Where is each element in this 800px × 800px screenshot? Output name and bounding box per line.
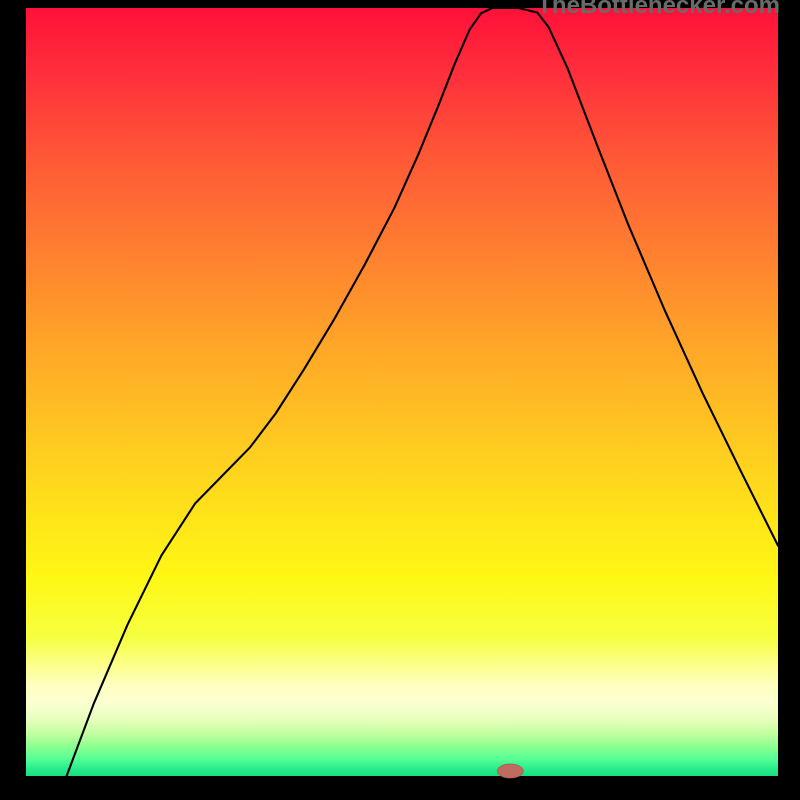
gradient-plot-area [26,8,778,776]
optimum-marker [497,764,523,778]
watermark-text: TheBottlenecker.com [537,0,780,20]
bottleneck-chart: TheBottlenecker.com [0,0,800,800]
chart-svg [0,0,800,800]
